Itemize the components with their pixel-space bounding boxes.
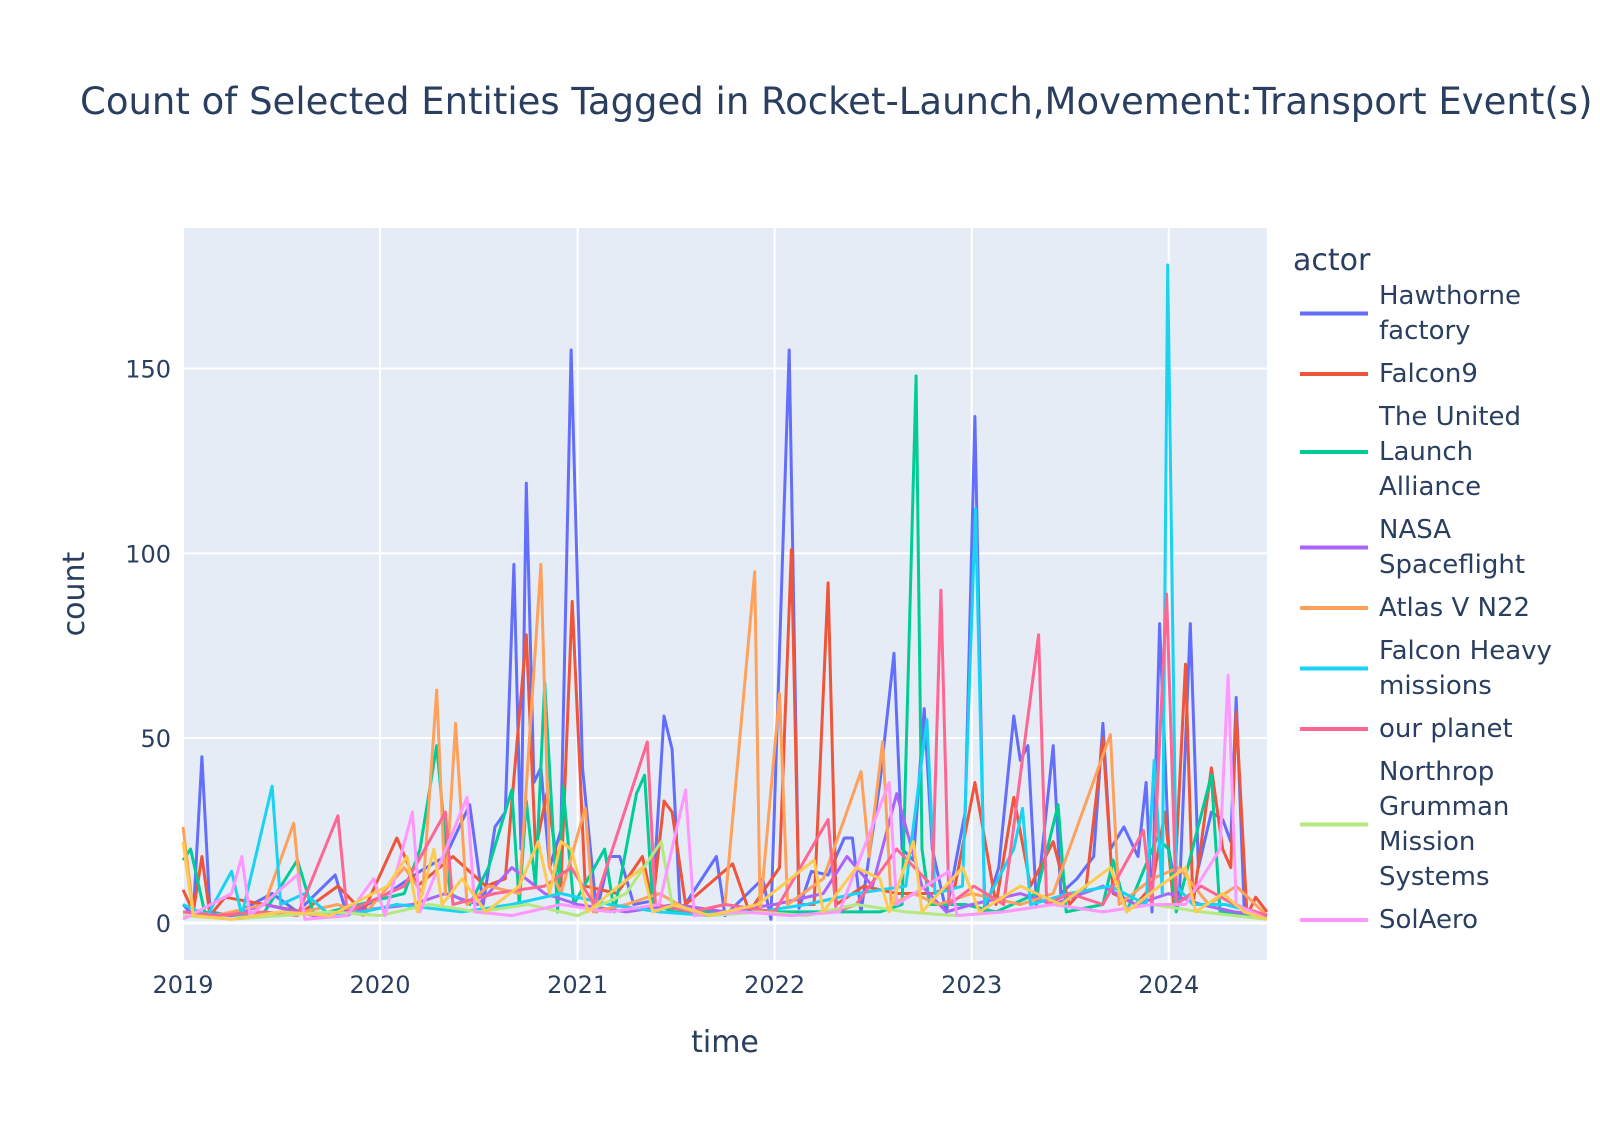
x-tick-label: 2020 xyxy=(350,971,411,999)
legend-item[interactable]: Atlas V N22 xyxy=(1300,593,1530,623)
legend[interactable]: actor Hawthorne factory Falcon9 The United L… xyxy=(1293,243,1552,935)
series-line xyxy=(181,348,1268,921)
x-tick-label: 2024 xyxy=(1138,971,1199,999)
x-tick-label: 2021 xyxy=(547,971,608,999)
y-tick-label: 0 xyxy=(156,910,171,938)
legend-item[interactable]: Falcon9 xyxy=(1300,359,1478,389)
legend-label: Hawthorne factory xyxy=(1379,281,1521,346)
legend-label: Atlas V N22 xyxy=(1379,593,1530,623)
x-tick-label: 2023 xyxy=(941,971,1002,999)
y-tick-label: 150 xyxy=(125,355,171,383)
legend-title: actor xyxy=(1293,243,1371,278)
legend-label: The United Launch Alliance xyxy=(1378,402,1521,502)
series-line xyxy=(181,374,1268,918)
x-tick-label: 2022 xyxy=(744,971,805,999)
x-axis-title: time xyxy=(691,1025,759,1060)
legend-label: NASA Spaceflight xyxy=(1379,515,1525,580)
y-tick-label: 50 xyxy=(140,725,171,753)
series-line xyxy=(182,263,1268,918)
legend-item[interactable]: Northrop Grumman Mission Systems xyxy=(1300,757,1509,892)
legend-item[interactable]: NASA Spaceflight xyxy=(1300,515,1525,580)
x-tick-label: 2019 xyxy=(152,971,213,999)
tick-labels: 2019 2020 2021 2022 2023 2024 0 50 100 150 xyxy=(125,355,1199,999)
legend-label: Falcon Heavy missions xyxy=(1379,636,1552,701)
legend-item[interactable]: Hawthorne factory xyxy=(1300,281,1521,346)
series-line xyxy=(181,840,1268,921)
series-lines xyxy=(181,263,1269,921)
series-line xyxy=(181,562,1269,918)
legend-item[interactable]: Falcon Heavy missions xyxy=(1300,636,1552,701)
y-axis-title: count xyxy=(57,551,92,636)
y-tick-label: 100 xyxy=(125,540,171,568)
legend-label: Northrop Grumman Mission Systems xyxy=(1379,757,1509,892)
legend-label: Falcon9 xyxy=(1379,359,1478,389)
legend-item[interactable]: The United Launch Alliance xyxy=(1300,402,1521,502)
legend-items[interactable]: Hawthorne factory Falcon9 The United Launch A… xyxy=(1300,281,1552,935)
series-line xyxy=(182,673,1268,921)
plot-area xyxy=(183,228,1267,960)
legend-item[interactable]: our planet xyxy=(1300,714,1513,744)
series-line xyxy=(181,548,1269,918)
legend-item[interactable]: SolAero xyxy=(1300,905,1478,935)
legend-label: our planet xyxy=(1379,714,1513,744)
chart-title: Count of Selected Entities Tagged in Roc… xyxy=(80,80,1600,123)
legend-label: SolAero xyxy=(1379,905,1478,935)
